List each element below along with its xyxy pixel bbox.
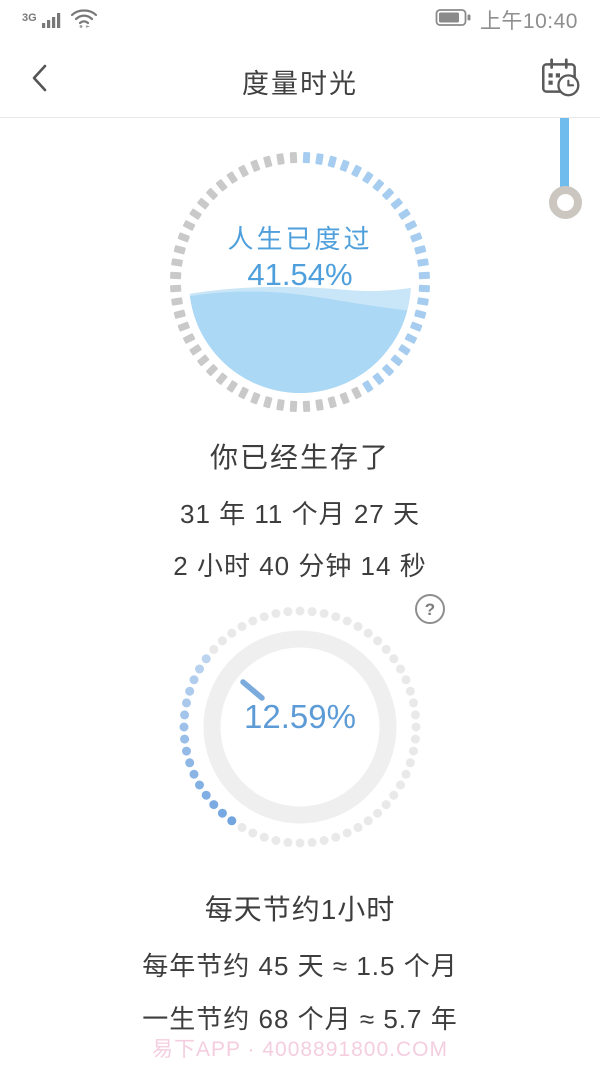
- savings-gauge-ring: [179, 606, 421, 848]
- back-button[interactable]: [18, 58, 62, 102]
- hanging-pin-line: [560, 118, 569, 190]
- gauge-hand: [240, 679, 265, 701]
- survival-duration-days: 31 年 11 个月 27 天: [180, 499, 420, 529]
- watermark: 易下APP · 4008891800.COM: [152, 1038, 448, 1061]
- hanging-pin-ring: [549, 186, 582, 219]
- calendar-clock-icon: [537, 55, 583, 106]
- page-title: 度量时光: [242, 69, 358, 99]
- chevron-left-icon: [29, 62, 51, 99]
- nav-bar: 度量时光: [0, 40, 600, 118]
- survival-heading: 你已经生存了: [209, 442, 390, 473]
- life-gauge-ring: [170, 152, 430, 412]
- savings-per-life: 一生节约 68 个月 ≈ 5.7 年: [142, 1004, 458, 1034]
- status-right-cluster: 上午10:40: [435, 5, 578, 35]
- savings-heading: 每天节约1小时: [204, 894, 396, 925]
- battery-icon: [435, 8, 472, 32]
- calendar-button[interactable]: [534, 54, 586, 106]
- signal-bars-icon: [41, 8, 65, 35]
- life-gauge-percent: 41.54%: [247, 257, 353, 292]
- savings-per-year: 每年节约 45 天 ≈ 1.5 个月: [142, 951, 458, 981]
- status-bar: 3G: [0, 0, 600, 40]
- help-button[interactable]: ?: [415, 594, 445, 624]
- question-mark-icon: ?: [424, 599, 436, 619]
- life-gauge-label: 人生已度过: [227, 224, 373, 254]
- survival-duration-time: 2 小时 40 分钟 14 秒: [173, 551, 427, 581]
- savings-gauge-percent: 12.59%: [244, 698, 356, 735]
- status-left-cluster: 3G: [22, 6, 99, 35]
- wifi-icon: [69, 6, 99, 35]
- network-type-label: 3G: [22, 11, 37, 24]
- status-time: 上午10:40: [479, 10, 578, 33]
